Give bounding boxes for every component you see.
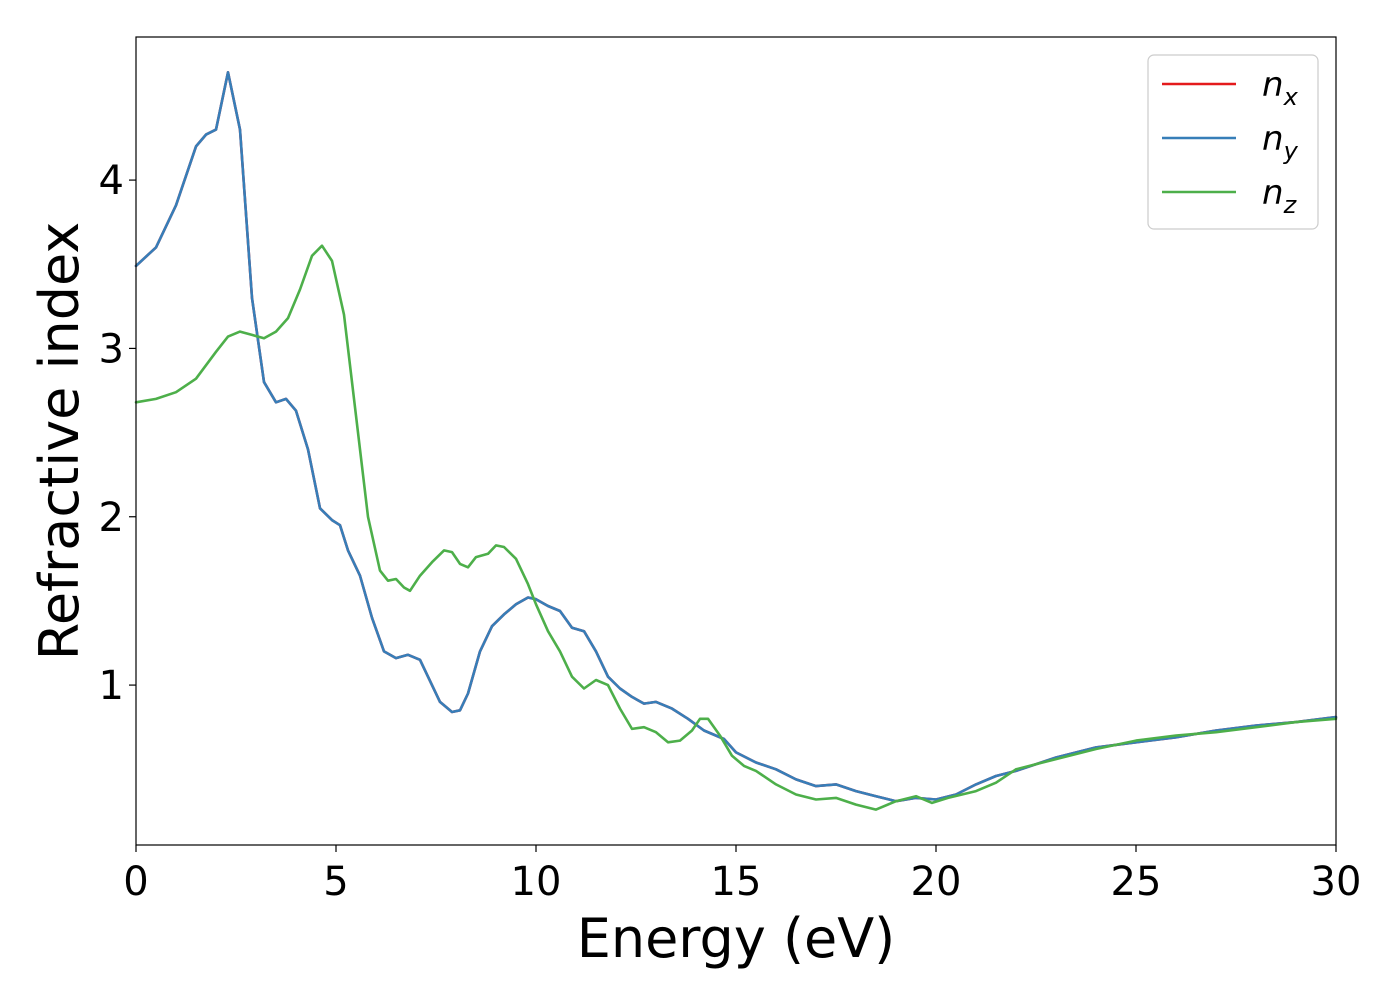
x-tick-label: 0 [123,859,148,905]
legend-item-y: ny [1162,119,1299,165]
x-tick-label: 5 [323,859,348,905]
x-axis-title: Energy (eV) [577,907,896,970]
y-tick-label: 2 [99,495,124,541]
series-line-z [134,244,1338,811]
x-tick-label: 20 [911,859,962,905]
series-line-y [134,71,1338,803]
legend-label: ny [1262,119,1299,165]
x-tick-label: 15 [711,859,762,905]
x-tick-label: 25 [1111,859,1162,905]
series-layer [134,71,1338,811]
legend-frame [1147,54,1319,230]
legend-item-z: nz [1162,173,1298,219]
legend-label: nx [1262,65,1299,111]
legend-label: nz [1262,173,1298,219]
legend-item-x: nx [1162,65,1299,111]
y-tick-label: 1 [99,663,124,709]
x-tick-label: 10 [511,859,562,905]
y-tick-label: 4 [99,158,124,204]
ticks-layer: 0 5 10 15 20 25 30 1 2 3 4 [99,158,1362,905]
y-tick-label: 3 [99,326,124,372]
x-tick-label: 30 [1311,859,1362,905]
y-axis-title: Refractive index [28,222,91,661]
legend: nx ny nz [1147,54,1319,230]
